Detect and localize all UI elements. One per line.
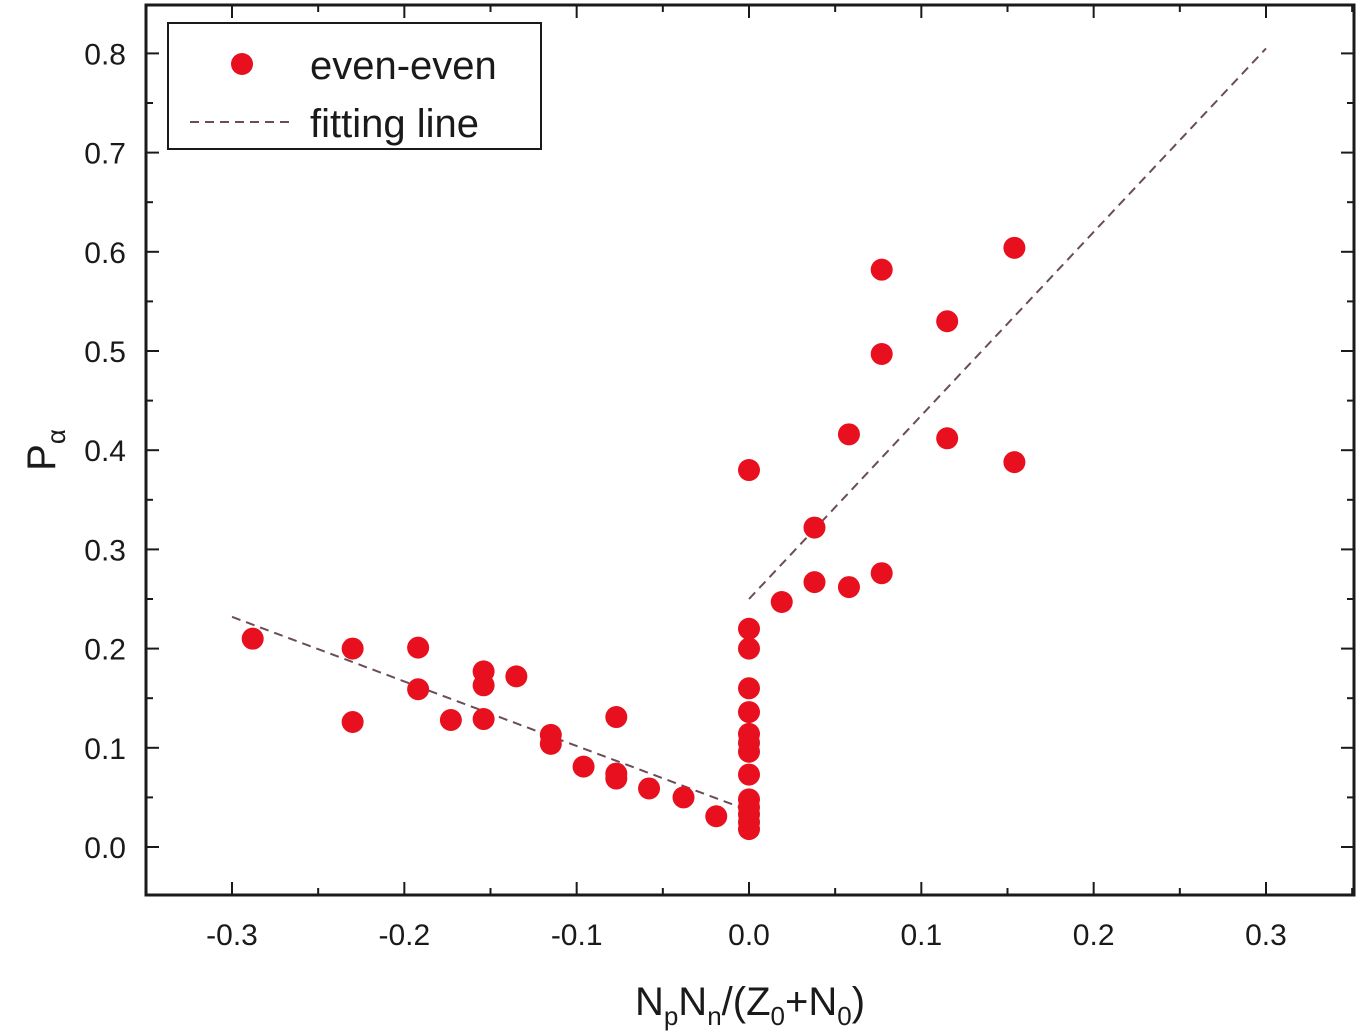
x-tick-label: -0.1 bbox=[551, 919, 603, 952]
data-point bbox=[407, 636, 430, 659]
data-point bbox=[770, 590, 793, 613]
data-point bbox=[803, 571, 826, 594]
data-point bbox=[439, 709, 462, 732]
y-tick-label: 0.2 bbox=[84, 634, 126, 667]
data-point bbox=[738, 459, 760, 482]
data-point bbox=[572, 755, 595, 778]
data-point bbox=[638, 777, 661, 800]
legend-marker-even-even bbox=[231, 53, 253, 75]
data-points bbox=[241, 236, 1026, 841]
data-point bbox=[241, 627, 264, 650]
data-point bbox=[672, 786, 695, 809]
x-tick-label: -0.2 bbox=[378, 919, 430, 952]
fitting-line-segment bbox=[748, 47, 1267, 600]
data-point bbox=[738, 617, 760, 640]
data-point bbox=[803, 516, 826, 539]
y-axis-title: Pα bbox=[20, 429, 71, 471]
data-point bbox=[605, 767, 628, 790]
data-point bbox=[738, 818, 760, 841]
data-point bbox=[738, 763, 760, 786]
legend-label-even-even: even-even bbox=[310, 44, 497, 88]
data-point bbox=[539, 732, 562, 755]
data-point bbox=[605, 706, 628, 729]
x-tick-label: 0.3 bbox=[1245, 919, 1287, 952]
data-point bbox=[936, 427, 959, 450]
data-point bbox=[837, 576, 860, 599]
data-point bbox=[738, 701, 760, 724]
x-tick-label: 0.1 bbox=[900, 919, 942, 952]
legend: even-even fitting line bbox=[167, 22, 542, 150]
data-point bbox=[870, 258, 893, 281]
data-point bbox=[341, 711, 364, 734]
data-point bbox=[1003, 236, 1026, 259]
y-tick-label: 0.4 bbox=[84, 435, 126, 468]
data-point bbox=[936, 310, 959, 333]
data-point bbox=[1003, 451, 1026, 474]
x-tick-label: 0.0 bbox=[728, 919, 770, 952]
y-tick-label: 0.8 bbox=[84, 38, 126, 71]
data-point bbox=[738, 740, 760, 763]
y-tick-label: 0.5 bbox=[84, 336, 126, 369]
y-tick-label: 0.3 bbox=[84, 534, 126, 567]
data-point bbox=[738, 677, 760, 700]
data-point bbox=[870, 342, 893, 365]
y-tick-label: 0.1 bbox=[84, 733, 126, 766]
data-point bbox=[870, 562, 893, 585]
data-point bbox=[705, 805, 728, 828]
data-point bbox=[505, 665, 528, 688]
x-axis-title: NpNn/(Z0+N0) bbox=[635, 980, 865, 1031]
legend-label-fitting-line: fitting line bbox=[310, 102, 479, 146]
x-tick-label: 0.2 bbox=[1073, 919, 1115, 952]
legend-box bbox=[167, 22, 542, 150]
data-point bbox=[472, 708, 495, 731]
y-tick-label: 0.7 bbox=[84, 138, 126, 171]
data-point bbox=[472, 674, 495, 697]
y-tick-label: 0.0 bbox=[84, 832, 126, 865]
y-axis-ticks: 0.0 0.1 0.2 0.3 0.4 0.5 0.6 0.7 0.8 bbox=[84, 38, 1354, 865]
x-tick-label: -0.3 bbox=[206, 919, 258, 952]
y-tick-label: 0.6 bbox=[84, 237, 126, 270]
data-point bbox=[738, 637, 760, 660]
data-point bbox=[407, 678, 430, 701]
data-point bbox=[341, 637, 364, 660]
data-point bbox=[837, 423, 860, 446]
x-axis-ticks: -0.3 -0.2 -0.1 0.0 0.1 0.2 0.3 bbox=[206, 5, 1354, 952]
